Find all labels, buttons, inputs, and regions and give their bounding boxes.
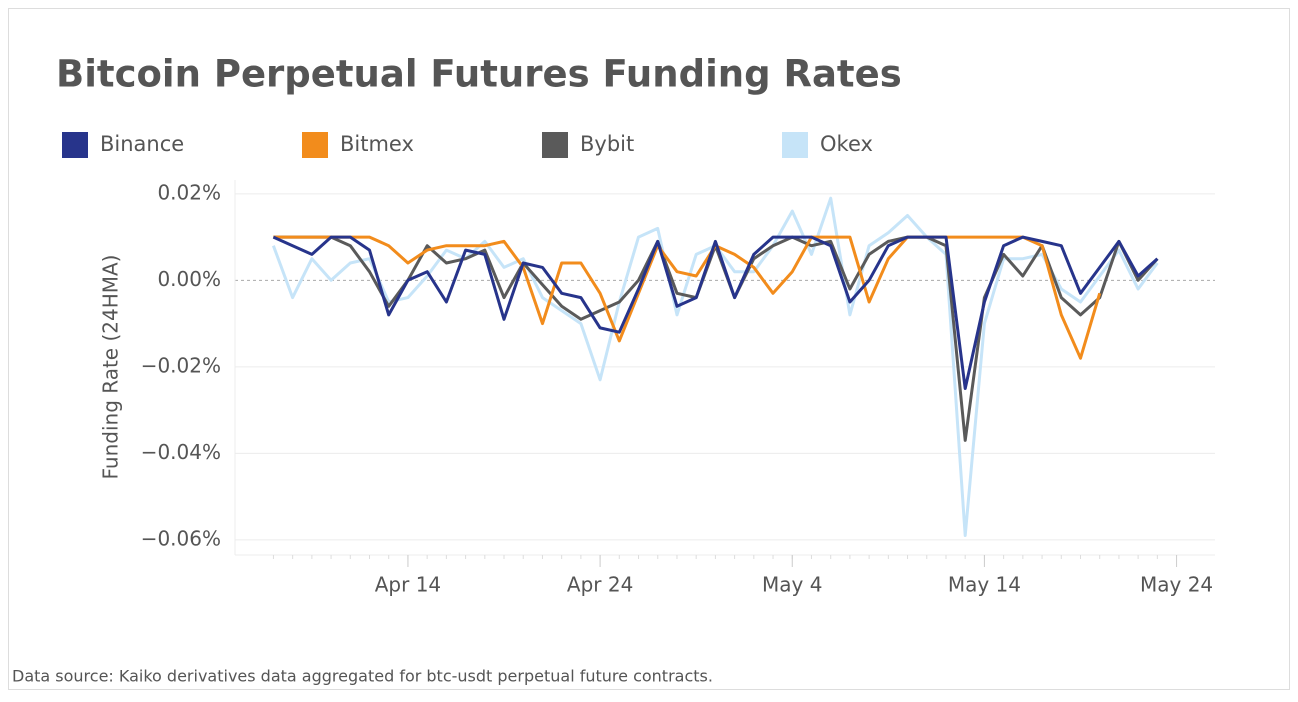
x-tick-label: Apr 14: [375, 573, 441, 597]
source-note: Data source: Kaiko derivatives data aggr…: [12, 667, 713, 686]
legend-swatch: [542, 132, 568, 158]
chart-frame: [8, 8, 1290, 690]
x-tick-label: May 4: [762, 573, 822, 597]
legend-label: Bybit: [580, 132, 634, 156]
legend-label: Bitmex: [340, 132, 414, 156]
legend-label: Okex: [820, 132, 873, 156]
series-line: [273, 235, 1102, 360]
y-tick-label: −0.06%: [141, 526, 221, 550]
y-tick-label: −0.02%: [141, 353, 221, 377]
series-line: [272, 235, 1159, 390]
legend-swatch: [302, 132, 328, 158]
y-tick-label: −0.04%: [141, 440, 221, 464]
chart-title: Bitcoin Perpetual Futures Funding Rates: [56, 53, 902, 96]
series-line: [273, 235, 1159, 442]
y-tick-label: 0.02%: [157, 180, 221, 204]
x-tick-label: May 24: [1140, 573, 1213, 597]
legend-swatch: [782, 132, 808, 158]
x-tick-label: Apr 24: [567, 573, 633, 597]
legend-label: Binance: [100, 132, 184, 156]
y-tick-label: 0.00%: [157, 267, 221, 291]
legend-swatch: [62, 132, 88, 158]
x-tick-label: May 14: [948, 573, 1021, 597]
y-axis-label: Funding Rate (24HMA): [99, 255, 123, 480]
